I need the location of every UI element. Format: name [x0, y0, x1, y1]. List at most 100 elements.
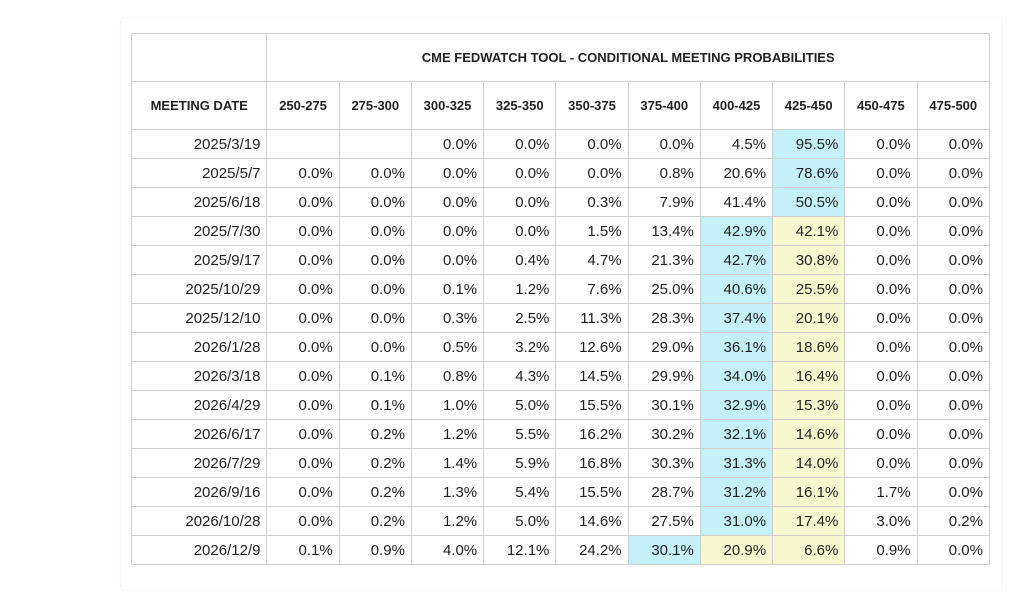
table-row: 2026/7/29 0.0% 0.2% 1.4% 5.9% 16.8% 30.3% 31.3%…	[130, 448, 991, 478]
probability-cell: 31.0%	[699, 506, 774, 536]
probability-cell: 30.1%	[627, 390, 701, 420]
probability-cell: 1.2%	[410, 419, 485, 449]
probability-cell: 0.0%	[916, 303, 991, 333]
probability-cell: 0.0%	[844, 187, 918, 217]
table-row: 2026/10/28 0.0% 0.2% 1.2% 5.0% 14.6% 27.5% 31.0…	[130, 506, 991, 536]
probability-cell: 0.1%	[266, 535, 340, 565]
probability-cell: 50.5%	[772, 187, 846, 217]
probability-cell: 42.1%	[772, 216, 846, 246]
probability-cell: 30.1%	[627, 535, 701, 565]
probability-cell: 0.0%	[483, 158, 557, 188]
probability-cell: 0.0%	[844, 303, 918, 333]
probability-cell: 0.0%	[410, 187, 485, 217]
probability-cell: 27.5%	[627, 506, 701, 536]
probability-cell: 5.9%	[483, 448, 557, 478]
probability-cell: 0.0%	[338, 303, 412, 333]
probability-cell: 0.0%	[266, 390, 340, 420]
probability-cell: 0.0%	[916, 361, 991, 391]
probability-cell: 0.0%	[410, 158, 485, 188]
table-row: 2026/12/9 0.1% 0.9% 4.0% 12.1% 24.2% 30.1% 20.9…	[130, 535, 991, 565]
probability-cell: 0.0%	[483, 187, 557, 217]
probability-cell: 0.0%	[916, 245, 991, 275]
probability-cell: 0.0%	[410, 216, 485, 246]
column-header: 450-475	[844, 81, 918, 130]
probability-cell: 29.9%	[627, 361, 701, 391]
probability-cell: 0.0%	[266, 506, 340, 536]
probability-cell: 0.0%	[483, 216, 557, 246]
probability-cell: 0.0%	[916, 535, 991, 565]
probability-cell: 0.0%	[266, 303, 340, 333]
probability-cell: 30.2%	[627, 419, 701, 449]
probability-cell: 0.0%	[844, 158, 918, 188]
meeting-date-cell: 2025/10/29	[130, 274, 268, 304]
probability-cell: 28.7%	[627, 477, 701, 507]
probability-cell: 37.4%	[699, 303, 774, 333]
probability-cell: 0.0%	[555, 158, 629, 188]
probability-cell: 0.0%	[844, 216, 918, 246]
probability-cell: 0.1%	[338, 390, 412, 420]
probability-cell: 4.5%	[699, 129, 774, 159]
probability-cell: 1.2%	[483, 274, 557, 304]
probability-cell: 0.0%	[916, 332, 991, 362]
probability-cell: 20.6%	[699, 158, 774, 188]
probability-cell: 0.0%	[266, 332, 340, 362]
probability-cell: 0.8%	[410, 361, 485, 391]
probability-cell: 0.2%	[916, 506, 991, 536]
probability-cell: 1.4%	[410, 448, 485, 478]
column-header: 250-275	[266, 81, 340, 130]
probability-cell: 25.0%	[627, 274, 701, 304]
probability-cell: 11.3%	[555, 303, 629, 333]
probability-cell: 3.0%	[844, 506, 918, 536]
meeting-date-cell: 2025/6/18	[130, 187, 268, 217]
probability-cell: 0.9%	[844, 535, 918, 565]
probability-cell: 31.2%	[699, 477, 774, 507]
probability-cell: 5.4%	[483, 477, 557, 507]
table-row: 2026/6/17 0.0% 0.2% 1.2% 5.5% 16.2% 30.2% 32.1%…	[130, 419, 991, 449]
probability-cell: 30.3%	[627, 448, 701, 478]
table-row: 2026/9/16 0.0% 0.2% 1.3% 5.4% 15.5% 28.7% 31.2%…	[130, 477, 991, 507]
probability-cell: 0.0%	[844, 129, 918, 159]
table-body: 2025/3/19 0.0% 0.0% 0.0% 0.0% 4.5% 95.5% 0.0% 0.…	[130, 129, 991, 565]
probability-cell: 0.0%	[844, 419, 918, 449]
probability-cell: 7.9%	[627, 187, 701, 217]
probability-cell: 0.0%	[410, 129, 485, 159]
table-row: 2025/7/30 0.0% 0.0% 0.0% 0.0% 1.5% 13.4% 42.9% 4…	[130, 216, 991, 246]
probability-cell: 0.0%	[916, 477, 991, 507]
probability-cell: 1.3%	[410, 477, 485, 507]
column-header: 350-375	[555, 81, 629, 130]
table-title-row: CME FEDWATCH TOOL - CONDITIONAL MEETING …	[130, 33, 990, 82]
probability-cell: 12.6%	[555, 332, 629, 362]
probability-cell: 0.8%	[627, 158, 701, 188]
probability-cell: 17.4%	[772, 506, 846, 536]
meeting-date-cell: 2025/12/10	[130, 303, 268, 333]
probability-cell: 32.1%	[699, 419, 774, 449]
column-header: 425-450	[772, 81, 846, 130]
probability-cell: 0.0%	[266, 158, 340, 188]
probability-cell: 7.6%	[555, 274, 629, 304]
corner-cell	[130, 33, 268, 82]
probability-cell: 21.3%	[627, 245, 701, 275]
probability-cell: 0.0%	[916, 448, 991, 478]
probability-cell: 78.6%	[772, 158, 846, 188]
probability-cell: 2.5%	[483, 303, 557, 333]
probability-cell: 0.5%	[410, 332, 485, 362]
meeting-date-cell: 2026/3/18	[130, 361, 268, 391]
probability-cell: 25.5%	[772, 274, 846, 304]
probability-cell: 0.0%	[916, 274, 991, 304]
probability-cell: 12.1%	[483, 535, 557, 565]
probability-cell: 0.0%	[266, 216, 340, 246]
probability-cell: 4.0%	[410, 535, 485, 565]
probability-cell	[338, 129, 412, 159]
meeting-date-cell: 2026/7/29	[130, 448, 268, 478]
probability-cell: 16.8%	[555, 448, 629, 478]
probability-cell: 1.0%	[410, 390, 485, 420]
probability-cell: 0.0%	[266, 274, 340, 304]
probability-cell: 32.9%	[699, 390, 774, 420]
probability-cell: 0.3%	[555, 187, 629, 217]
meeting-date-cell: 2025/3/19	[130, 129, 268, 159]
probability-cell: 0.4%	[483, 245, 557, 275]
probability-cell: 24.2%	[555, 535, 629, 565]
column-header: 400-425	[699, 81, 774, 130]
table-row: 2026/4/29 0.0% 0.1% 1.0% 5.0% 15.5% 30.1% 32.9%…	[130, 390, 991, 420]
meeting-date-header: MEETING DATE	[130, 81, 268, 130]
